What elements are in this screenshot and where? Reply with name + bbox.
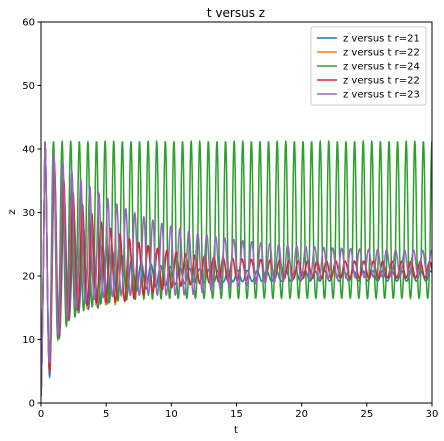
x-tick-label: 5: [103, 409, 109, 420]
x-tick-label: 15: [230, 409, 243, 420]
x-tick-label: 10: [165, 409, 178, 420]
x-tick-label: 0: [38, 409, 44, 420]
x-axis: 0 5 10 15 20 25 30: [38, 403, 439, 420]
y-tick-label: 60: [22, 18, 35, 29]
y-tick-label: 10: [22, 335, 35, 346]
legend-entry: z versus t r=22: [343, 76, 420, 87]
legend-entry: z versus t r=24: [343, 62, 420, 73]
x-tick-label: 30: [426, 409, 439, 420]
y-tick-label: 0: [29, 399, 35, 410]
legend-entry: z versus t r=23: [343, 90, 420, 101]
y-tick-label: 40: [22, 145, 35, 156]
series-layer: [41, 141, 432, 396]
x-tick-label: 20: [295, 409, 308, 420]
chart-title: t versus z: [207, 6, 265, 20]
y-axis: 0 10 20 30 40 50 60: [22, 18, 41, 410]
legend-entry: z versus t r=22: [343, 48, 420, 59]
y-tick-label: 30: [22, 208, 35, 219]
legend: z versus t r=21 z versus t r=22 z versus t…: [311, 27, 426, 105]
y-tick-label: 50: [22, 81, 35, 92]
y-axis-label: z: [7, 209, 18, 214]
x-axis-label: t: [234, 425, 238, 436]
legend-entry: z versus t r=21: [343, 34, 420, 45]
x-tick-label: 25: [360, 409, 373, 420]
y-tick-label: 20: [22, 272, 35, 283]
